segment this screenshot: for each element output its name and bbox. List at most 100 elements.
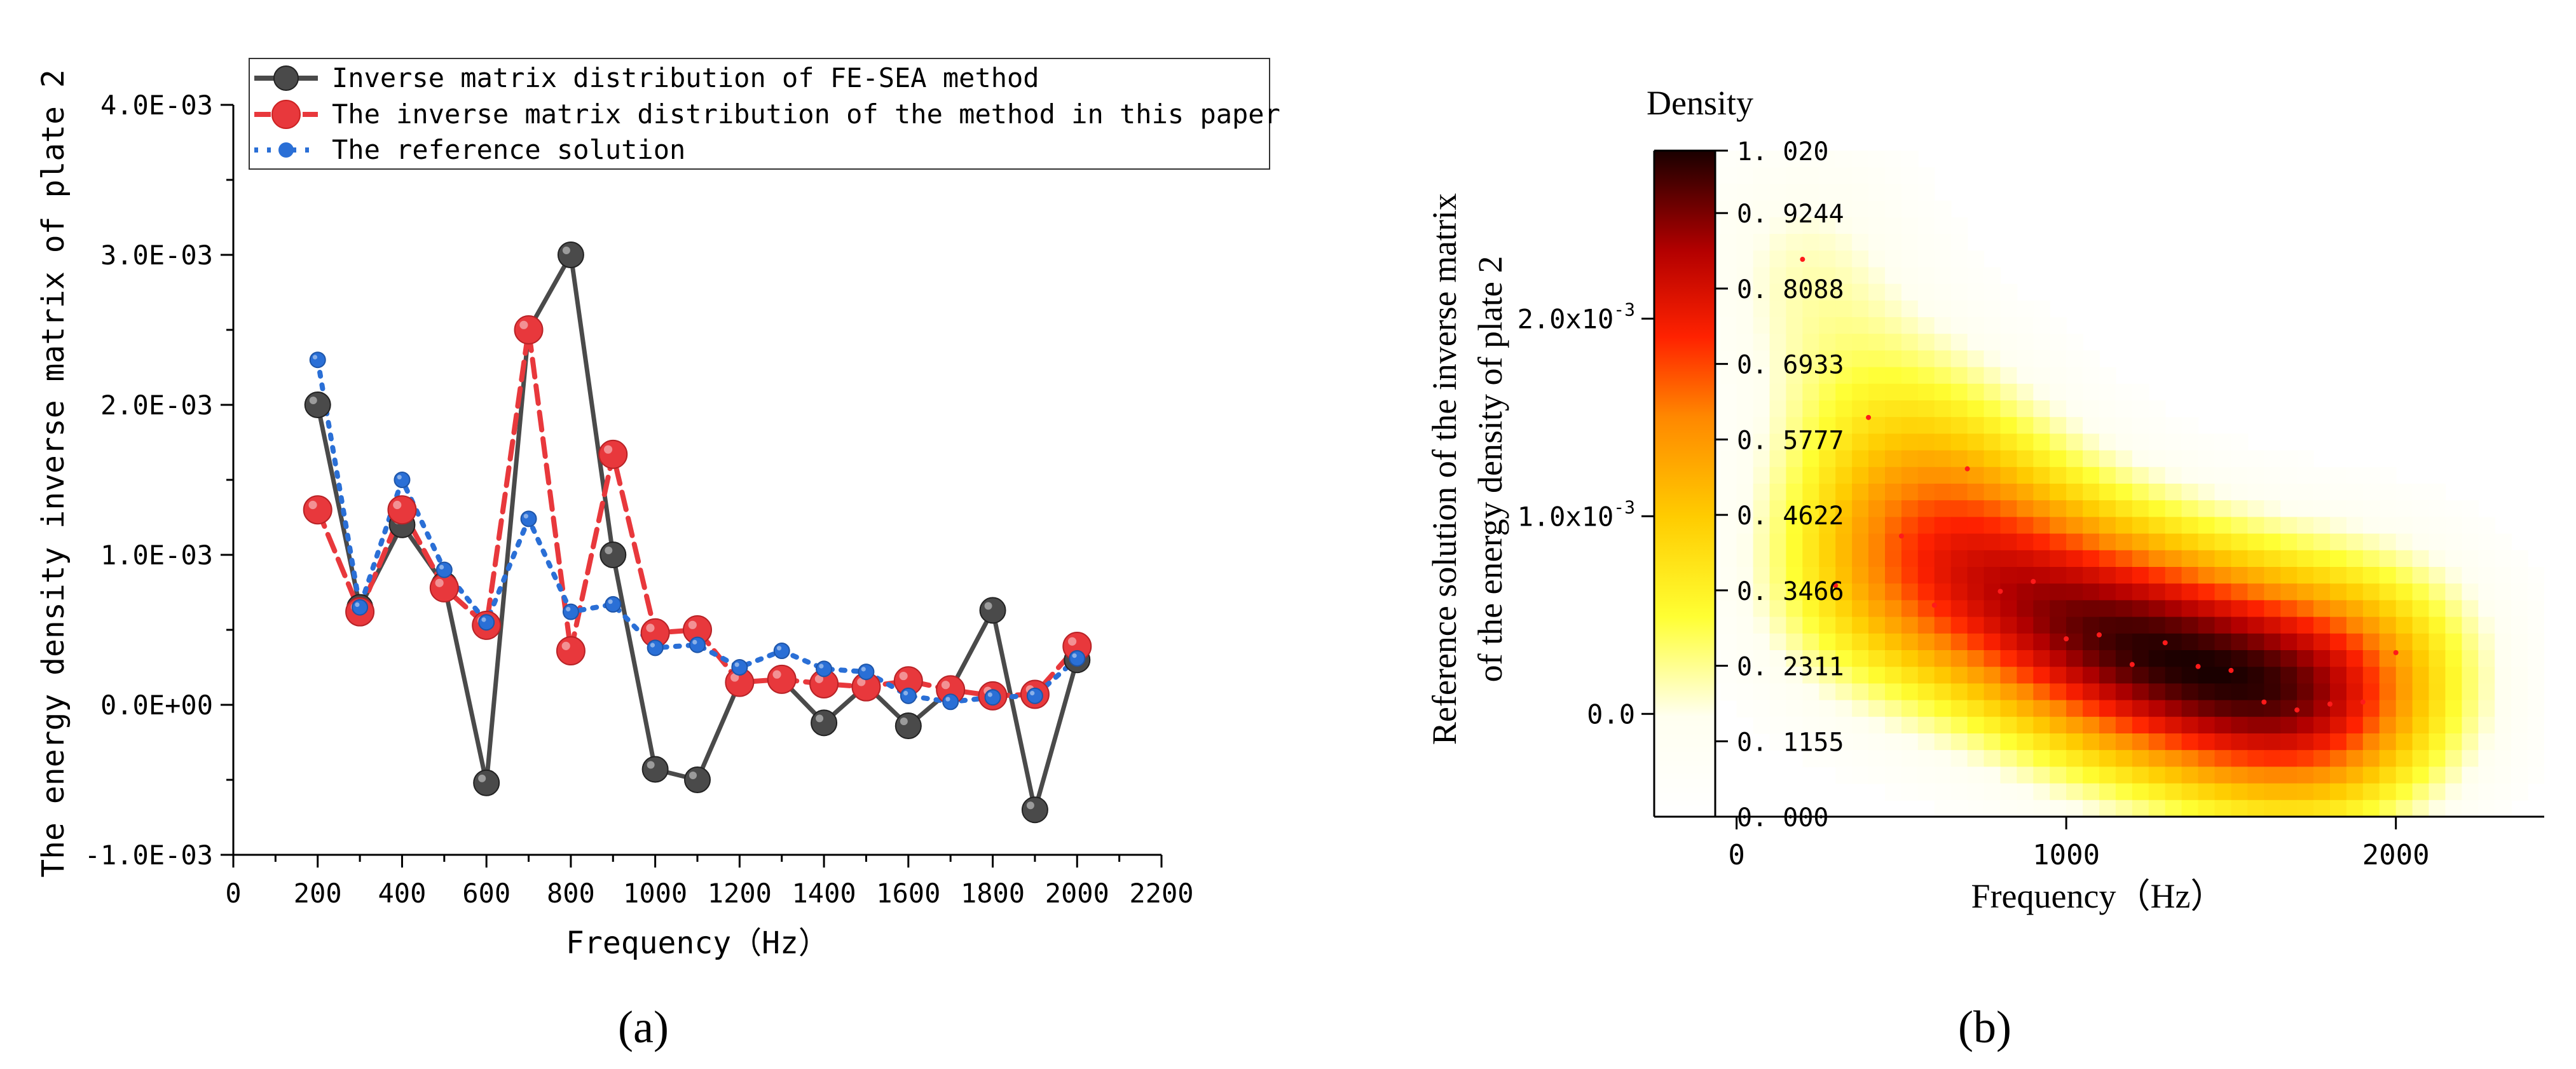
b-heatmap-cell xyxy=(1967,550,1985,568)
a-point-highlight-method xyxy=(646,623,655,632)
b-heatmap-cell xyxy=(2033,450,2050,468)
a-x-tick-label: 1200 xyxy=(708,878,772,909)
b-heatmap-cell xyxy=(2297,500,2314,518)
b-heatmap-cell xyxy=(2050,800,2067,817)
b-heatmap-cell xyxy=(1786,650,1804,667)
b-heatmap-cell xyxy=(2528,716,2544,734)
b-heatmap-cell xyxy=(2313,800,2331,817)
b-heatmap-cell xyxy=(2017,300,2034,318)
b-heatmap-cell xyxy=(2511,700,2528,718)
b-heatmap-cell xyxy=(1769,700,1787,718)
a-point-highlight-method xyxy=(688,620,697,629)
b-heatmap-cell xyxy=(2165,800,2182,817)
a-point-highlight-fe-sea xyxy=(816,714,824,723)
b-heatmap-cell xyxy=(1819,733,1836,751)
b-heatmap-cell xyxy=(2165,783,2182,801)
a-y-tick-label: 2.0E-03 xyxy=(100,390,213,421)
b-heatmap-cell xyxy=(2264,567,2281,584)
b-heatmap-cell xyxy=(1950,334,1968,351)
b-heatmap-cell xyxy=(2099,583,2116,601)
b-heatmap-cell xyxy=(2033,683,2050,701)
b-heatmap-cell xyxy=(1802,583,1819,601)
b-heatmap-cell xyxy=(1868,484,1886,501)
b-heatmap-cell xyxy=(2115,750,2133,768)
b-heatmap-cell xyxy=(2198,716,2216,734)
b-heatmap-cell xyxy=(1917,400,1935,418)
b-heatmap-cell xyxy=(1720,350,1737,368)
a-point-reference xyxy=(773,643,790,660)
b-heatmap-cell xyxy=(2297,567,2314,584)
b-heatmap-cell xyxy=(2478,667,2495,684)
b-heatmap-cell xyxy=(2280,766,2298,784)
b-heatmap-cell xyxy=(2000,766,2018,784)
b-heatmap-cell xyxy=(2132,616,2149,634)
b-heatmap-cell xyxy=(1917,250,1935,268)
b-heatmap-cell xyxy=(1967,683,1985,701)
b-heatmap-cell xyxy=(1967,334,1985,351)
b-heatmap-cell xyxy=(2478,700,2495,718)
b-heatmap-cell xyxy=(2247,616,2264,634)
b-heatmap-cell xyxy=(2033,550,2050,568)
b-heatmap-cell xyxy=(2429,683,2446,701)
b-heatmap-cell xyxy=(1967,350,1985,368)
legend-entry-reference: The reference solution xyxy=(254,134,685,165)
b-heatmap-cell xyxy=(2495,633,2512,651)
b-heatmap-cell xyxy=(1901,184,1919,201)
b-heatmap-cell xyxy=(2033,716,2050,734)
b-heatmap-cell xyxy=(2247,550,2264,568)
b-heatmap-cell xyxy=(2478,683,2495,701)
b-heatmap-cell xyxy=(2050,433,2067,451)
legend-entry-fe-sea: Inverse matrix distribution of FE-SEA me… xyxy=(254,62,1039,93)
b-heatmap-cell xyxy=(2379,750,2397,768)
b-data-point xyxy=(1898,533,1904,539)
b-heatmap-cell xyxy=(2198,616,2216,634)
b-heatmap-cell xyxy=(1769,567,1787,584)
b-heatmap-cell xyxy=(1835,400,1853,418)
b-heatmap-cell xyxy=(1852,683,1869,701)
b-heatmap-cell xyxy=(1983,750,2001,768)
b-heatmap-cell xyxy=(1736,650,1754,667)
b-heatmap-cell xyxy=(1950,750,1968,768)
b-heatmap-cell xyxy=(1753,417,1771,435)
b-heatmap-cell xyxy=(1736,616,1754,634)
b-heatmap-cell xyxy=(2313,683,2331,701)
b-heatmap-cell xyxy=(1901,583,1919,601)
b-heatmap-cell xyxy=(1934,450,1952,468)
b-heatmap-cell xyxy=(1736,466,1754,484)
b-heatmap-cell xyxy=(1852,766,1869,784)
b-heatmap-cell xyxy=(2379,533,2397,551)
a-point-fe-sea xyxy=(557,242,584,268)
b-heatmap-cell xyxy=(2412,700,2430,718)
a-point-highlight-method xyxy=(730,673,739,682)
b-colorbar-tick-label: 0. 4622 xyxy=(1737,501,1844,531)
b-heatmap-cell xyxy=(2429,484,2446,501)
b-heatmap-cell xyxy=(1736,167,1754,185)
b-heatmap-cell xyxy=(2148,583,2166,601)
b-heatmap-cell xyxy=(1950,600,1968,618)
b-heatmap-cell xyxy=(2231,716,2249,734)
b-heatmap-cell xyxy=(2000,367,2018,385)
b-heatmap-cell xyxy=(2231,517,2249,534)
b-heatmap-cell xyxy=(1852,367,1869,385)
b-heatmap-cell xyxy=(2050,667,2067,684)
b-heatmap-cell xyxy=(2495,567,2512,584)
b-heatmap-cell xyxy=(2165,500,2182,518)
b-heatmap-cell xyxy=(2148,750,2166,768)
b-heatmap-cell xyxy=(2247,533,2264,551)
b-heatmap-cell xyxy=(2083,484,2100,501)
b-heatmap-cell xyxy=(1885,433,1902,451)
b-heatmap-cell xyxy=(1852,716,1869,734)
b-heatmap-cell xyxy=(1802,184,1819,201)
b-heatmap-cell xyxy=(2330,650,2347,667)
b-heatmap-cell xyxy=(1835,517,1853,534)
b-heatmap-cell xyxy=(2115,484,2133,501)
b-heatmap-cell xyxy=(1802,283,1819,301)
b-heatmap-cell xyxy=(2346,667,2364,684)
b-heatmap-cell xyxy=(2017,766,2034,784)
b-heatmap-cell xyxy=(1819,550,1836,568)
b-heatmap-cell xyxy=(2280,450,2298,468)
b-heatmap-cell xyxy=(1736,517,1754,534)
b-heatmap-cell xyxy=(2264,766,2281,784)
b-heatmap-cell xyxy=(2462,700,2479,718)
